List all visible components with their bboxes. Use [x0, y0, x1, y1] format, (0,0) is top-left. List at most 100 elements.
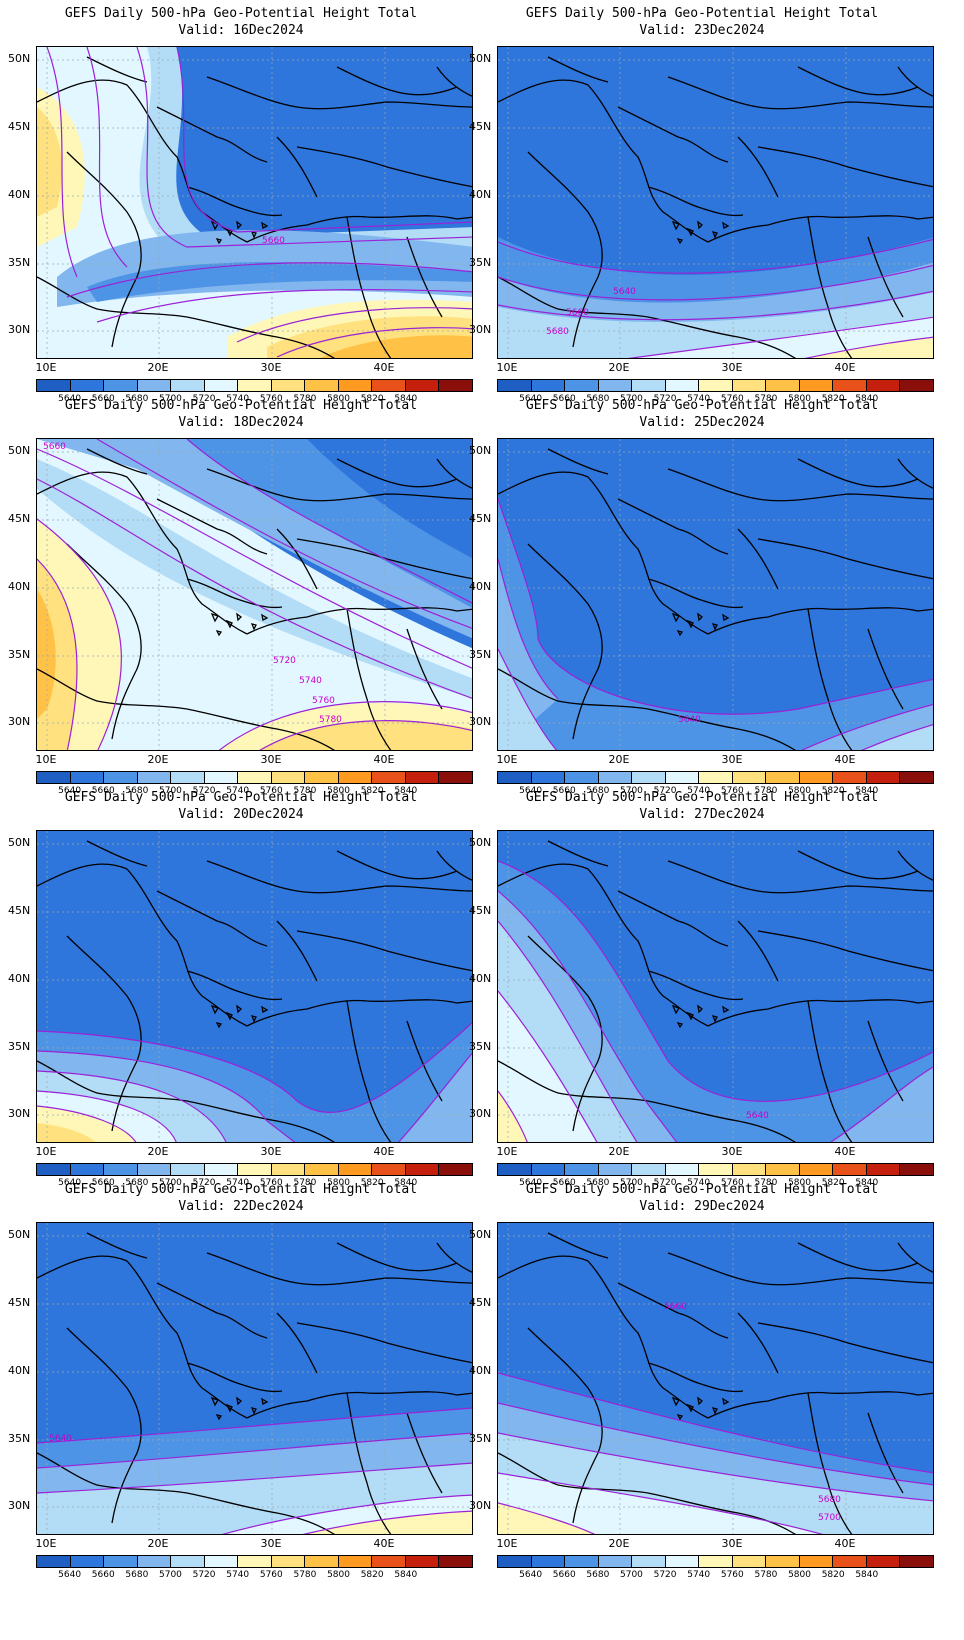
- colorbar-swatch: [238, 1556, 272, 1567]
- coastline: [807, 1000, 853, 1142]
- colorbar-swatch: [732, 772, 767, 783]
- colorbar-label: 5740: [687, 1178, 711, 1188]
- colorbar-label: 5760: [259, 1570, 283, 1580]
- coastline: [547, 840, 609, 867]
- colorbar-swatch: [372, 380, 406, 391]
- contour-line: [829, 1066, 933, 1142]
- coastline: [156, 890, 268, 947]
- latitude-label: 45N: [8, 120, 31, 133]
- longitude-label: 40E: [373, 753, 395, 766]
- colorbar-swatch: [171, 772, 205, 783]
- coastline: [66, 1327, 142, 1524]
- coastline: [210, 220, 219, 231]
- coastline: [722, 221, 730, 229]
- contour-line: [176, 47, 472, 233]
- colorbar-swatch: [405, 1164, 440, 1175]
- longitude-label: 30E: [721, 1537, 743, 1550]
- colorbar-swatch: [439, 1556, 472, 1567]
- coastline: [867, 236, 904, 318]
- panel-valid-date: Valid: 27Dec2024: [639, 807, 765, 822]
- contour-label: 5640: [678, 715, 701, 725]
- coastline: [498, 1452, 796, 1534]
- latitude-label: 45N: [469, 512, 492, 525]
- coastline: [711, 231, 718, 239]
- contour-label: 5680: [546, 327, 569, 337]
- colorbar-swatch: [766, 1556, 800, 1567]
- latitude-label: 40N: [8, 972, 31, 985]
- colorbar: [36, 1555, 473, 1568]
- map-panel: GEFS Daily 500-hPa Geo-Potential Height …: [0, 392, 482, 802]
- contour-line: [498, 860, 933, 1102]
- map-panel: GEFS Daily 500-hPa Geo-Potential Height …: [461, 784, 943, 1194]
- colorbar-label: 5680: [586, 394, 610, 404]
- coastline: [246, 607, 472, 635]
- height-band: [37, 589, 56, 719]
- colorbar-swatch: [137, 1556, 172, 1567]
- latitude-label: 40N: [469, 972, 492, 985]
- colorbar-swatch: [271, 380, 306, 391]
- coastline: [547, 56, 609, 83]
- coastline: [250, 623, 257, 631]
- coastline: [527, 1327, 603, 1524]
- colorbar-label: 5840: [855, 1178, 879, 1188]
- coastline: [186, 970, 283, 1001]
- colorbar: [497, 771, 934, 784]
- latitude-label: 30N: [469, 1107, 492, 1120]
- latitude-label: 35N: [8, 1040, 31, 1053]
- colorbar-label: 5820: [821, 786, 845, 796]
- colorbar-swatch: [833, 380, 867, 391]
- contour-line: [302, 1510, 472, 1534]
- coastline: [797, 66, 919, 96]
- colorbar-label: 5800: [327, 1178, 350, 1188]
- height-map: 5640: [36, 1222, 473, 1535]
- colorbar-label: 5840: [394, 1570, 418, 1580]
- colorbar-swatch: [766, 380, 800, 391]
- colorbar-swatch: [531, 1556, 566, 1567]
- longitude-label: 30E: [260, 1145, 282, 1158]
- latitude-label: 50N: [469, 1228, 492, 1241]
- colorbar-label: 5680: [586, 786, 610, 796]
- contour-label: 5660: [664, 1302, 687, 1312]
- colorbar-label: 5820: [360, 1570, 384, 1580]
- coastline: [498, 668, 796, 750]
- contour-line: [498, 238, 933, 274]
- map-svg: 5640: [498, 831, 933, 1142]
- coastline: [867, 1412, 904, 1494]
- map-svg: 5640: [37, 1223, 472, 1534]
- colorbar-swatch: [866, 1556, 901, 1567]
- coastline: [406, 236, 443, 318]
- colorbar-swatch: [37, 1556, 71, 1567]
- colorbar-swatch: [866, 772, 901, 783]
- colorbar-labels: 5640 5660 5680 5700 5720 5740 5760 5780 5800 5820…: [36, 394, 473, 406]
- colorbar-swatch: [565, 1556, 599, 1567]
- colorbar-swatch: [900, 772, 933, 783]
- coastline: [336, 1242, 458, 1272]
- colorbar-swatch: [338, 380, 373, 391]
- coastline: [667, 860, 933, 894]
- coastline: [206, 860, 472, 894]
- longitude-label: 20E: [608, 753, 630, 766]
- latitude-label: 50N: [8, 444, 31, 457]
- panel-valid-date: Valid: 16Dec2024: [178, 23, 304, 38]
- latitude-label: 45N: [8, 512, 31, 525]
- colorbar-swatch: [498, 380, 532, 391]
- height-band: [830, 1067, 933, 1142]
- map-svg: 5640 5660 5680: [498, 47, 933, 358]
- contour-line: [37, 1462, 472, 1494]
- coastline: [671, 1004, 680, 1015]
- height-band: [862, 724, 933, 750]
- colorbar-swatch: [171, 1556, 205, 1567]
- colorbar-label: 5720: [653, 1570, 677, 1580]
- latitude-label: 35N: [469, 1432, 492, 1445]
- longitude-label: 20E: [608, 1145, 630, 1158]
- coastline: [246, 1391, 472, 1419]
- colorbar-label: 5800: [788, 1570, 811, 1580]
- coastline: [156, 1282, 268, 1339]
- coastline: [676, 1414, 684, 1421]
- coastline: [296, 146, 472, 188]
- coastline: [261, 1397, 269, 1405]
- coastline: [276, 1312, 318, 1374]
- colorbar-label: 5740: [226, 786, 250, 796]
- height-map: 5640: [497, 438, 934, 751]
- coastline: [498, 863, 709, 1027]
